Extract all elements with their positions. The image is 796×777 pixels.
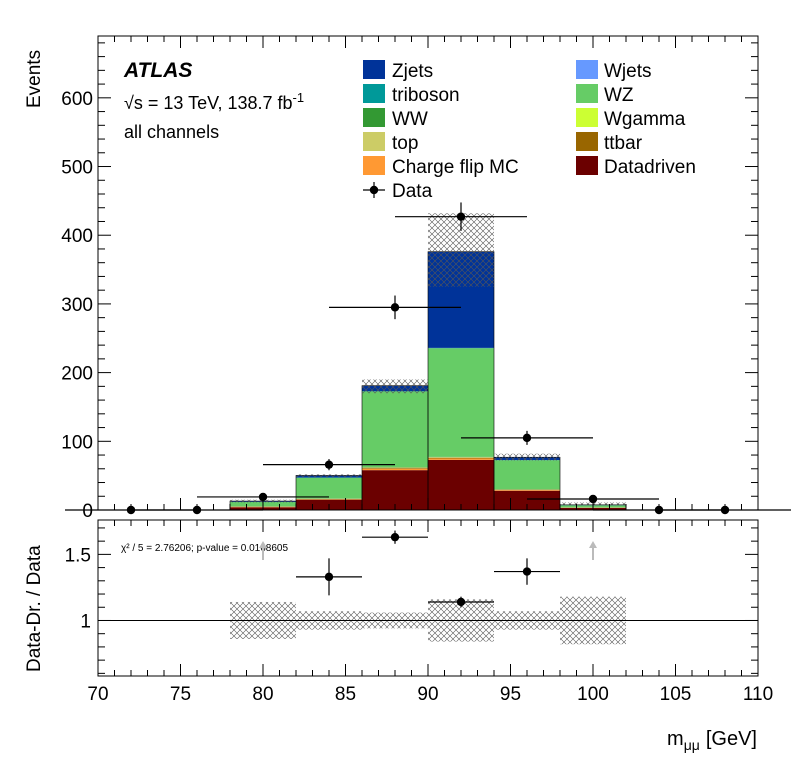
bar-top: [362, 467, 428, 468]
legend-swatch-datadriven: [576, 156, 598, 175]
bar-datadriven: [428, 460, 494, 510]
x-axis-label-m: m: [667, 728, 684, 750]
energy-label-main: √s = 13 TeV, 138.7 fb: [124, 93, 293, 113]
bar-top: [428, 457, 494, 458]
x-tick-label: 70: [87, 684, 108, 705]
bar-wz: [494, 460, 560, 489]
x-tick-label: 90: [417, 684, 438, 705]
data-point: [523, 434, 531, 442]
data-point: [325, 460, 333, 468]
ratio-ytick-label: 1: [80, 611, 91, 632]
legend-swatch-ww: [363, 108, 385, 127]
x-tick-label: 80: [252, 684, 273, 705]
legend-label: triboson: [392, 85, 460, 106]
data-point: [457, 212, 465, 220]
legend-label: ttbar: [604, 133, 643, 154]
legend-swatch-wgamma: [576, 108, 598, 127]
legend-label: Data: [392, 181, 433, 202]
ratio-point: [325, 573, 333, 581]
ratio-ylabel: Data-Dr. / Data: [24, 545, 45, 672]
bar-wz: [362, 392, 428, 468]
x-tick-label: 105: [660, 684, 692, 705]
legend-label: Charge flip MC: [392, 157, 519, 178]
bar-charge-flip-mc: [494, 490, 560, 491]
offscale-arrow-head: [589, 541, 597, 548]
legend-label: top: [392, 133, 418, 154]
legend-swatch-wjets: [576, 60, 598, 79]
main-ytick-label: 100: [61, 432, 93, 453]
legend-label: Zjets: [392, 61, 433, 82]
legend-swatch-zjets: [363, 60, 385, 79]
energy-label-sup: -1: [293, 90, 305, 105]
main-ytick-label: 400: [61, 226, 93, 247]
legend-label: Wjets: [604, 61, 652, 82]
legend-data-marker: [370, 186, 378, 194]
bar-charge-flip-mc: [428, 458, 494, 459]
legend-label: WZ: [604, 85, 634, 106]
main-ylabel: Events: [24, 50, 45, 108]
legend-swatch-ttbar: [576, 132, 598, 151]
legend-swatch-charge-flip-mc: [363, 156, 385, 175]
uncertainty-band: [296, 474, 362, 477]
main-ytick-label: 500: [61, 158, 93, 179]
bar-wz: [428, 348, 494, 457]
atlas-label: ATLAS: [123, 59, 192, 82]
bar-wz: [296, 478, 362, 499]
bar-ttbar: [362, 468, 428, 469]
uncertainty-band: [362, 379, 428, 393]
x-axis-label: mμμ [GeV]: [667, 728, 757, 753]
legend-swatch-triboson: [363, 84, 385, 103]
ratio-point: [391, 533, 399, 541]
ratio-point: [523, 567, 531, 575]
legend-swatch-top: [363, 132, 385, 151]
x-tick-label: 95: [500, 684, 521, 705]
bar-charge-flip-mc: [362, 469, 428, 470]
x-tick-label: 85: [335, 684, 356, 705]
channel-label: all channels: [124, 122, 219, 142]
energy-label: √s = 13 TeV, 138.7 fb-1: [124, 90, 304, 113]
legend-swatch-wz: [576, 84, 598, 103]
x-tick-label: 100: [577, 684, 609, 705]
legend: Zjets triboson WW top Charge flip MC Data Wjet…: [363, 60, 696, 202]
main-ytick-label: 300: [61, 295, 93, 316]
data-point: [391, 303, 399, 311]
x-axis-label-unit: [GeV]: [706, 728, 757, 750]
legend-label: Datadriven: [604, 157, 696, 178]
x-tick-label: 110: [743, 684, 773, 705]
x-tick-label: 75: [170, 684, 191, 705]
main-ytick-label: 0: [82, 501, 93, 522]
main-ytick-label: 200: [61, 364, 93, 385]
uncertainty-band: [494, 454, 560, 461]
main-ytick-label: 600: [61, 89, 93, 110]
x-axis-label-sub: μμ: [684, 737, 700, 753]
legend-label: WW: [392, 109, 428, 130]
bar-ttbar: [428, 458, 494, 459]
ratio-ytick-label: 1.5: [65, 545, 91, 566]
legend-label: Wgamma: [604, 109, 686, 130]
ratio-point: [457, 598, 465, 606]
